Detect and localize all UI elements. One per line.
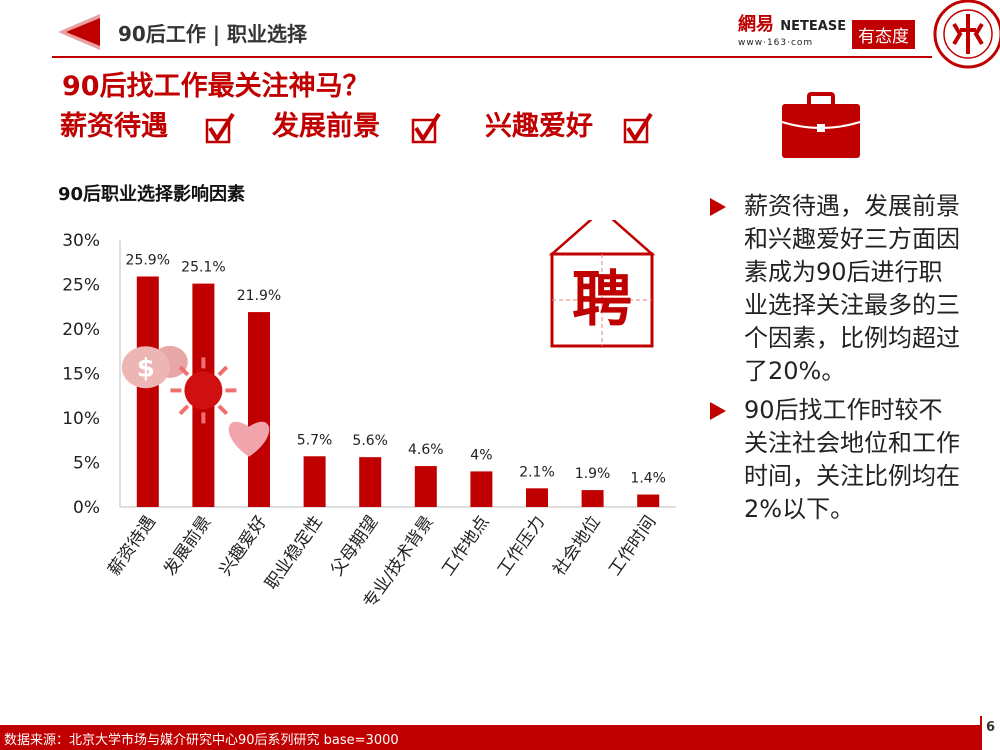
slogan-badge: 有态度 xyxy=(852,20,915,49)
brand-name-cn: 網易 xyxy=(738,14,774,35)
sun-ray xyxy=(217,404,229,416)
data-label: 5.6% xyxy=(352,433,388,449)
brand-name-en: NETEASE xyxy=(780,19,847,34)
header-divider xyxy=(52,56,932,58)
x-tick-label: 兴趣爱好 xyxy=(216,512,271,579)
bar xyxy=(470,471,493,507)
hiring-sign-character: 聘 xyxy=(572,265,632,335)
footer-bar: 数据来源：北京大学市场与媒介研究中心90后系列研究 base=3000 xyxy=(0,725,1000,750)
data-label: 4% xyxy=(470,447,492,463)
bullet-text: 90后找工作时较不关注社会地位和工作时间，关注比例均在2%以下。 xyxy=(744,396,960,523)
dollar-sign-icon: $ xyxy=(137,353,155,383)
bullet-item: 薪资待遇，发展前景和兴趣爱好三方面因素成为90后进行职业选择关注最多的三个因素，… xyxy=(706,190,966,388)
x-tick-label: 薪资待遇 xyxy=(105,512,160,579)
x-tick-label: 工作时间 xyxy=(605,512,660,579)
data-label: 25.9% xyxy=(126,252,170,268)
x-tick-label: 职业稳定性 xyxy=(262,512,327,593)
data-label: 1.4% xyxy=(630,471,666,487)
y-tick-label: 15% xyxy=(62,365,100,385)
page-section-title: 90后工作 | 职业选择 xyxy=(118,22,308,46)
bar xyxy=(248,312,270,507)
bullet-item: 90后找工作时较不关注社会地位和工作时间，关注比例均在2%以下。 xyxy=(706,394,966,526)
checkbox-checked-icon xyxy=(205,112,235,144)
summary-bullets: 薪资待遇，发展前景和兴趣爱好三方面因素成为90后进行职业选择关注最多的三个因素，… xyxy=(706,190,966,532)
x-tick-label: 父母期望 xyxy=(327,512,382,579)
bullet-arrow-icon xyxy=(710,402,726,420)
checkbox-checked-icon xyxy=(411,112,441,144)
bar xyxy=(581,490,604,507)
bar xyxy=(359,457,382,507)
data-label: 25.1% xyxy=(181,260,225,276)
chart-title: 90后职业选择影响因素 xyxy=(58,184,246,205)
university-seal-icon xyxy=(933,0,1000,69)
bar xyxy=(303,456,326,507)
sun-ray xyxy=(178,404,190,416)
y-tick-label: 10% xyxy=(62,409,100,429)
money-bag-icon xyxy=(121,346,170,389)
y-tick-label: 5% xyxy=(73,454,100,474)
x-tick-label: 工作地点 xyxy=(438,512,493,579)
data-label: 5.7% xyxy=(297,432,333,448)
brand-url: www·163·com xyxy=(738,38,814,48)
data-source: 数据来源：北京大学市场与媒介研究中心90后系列研究 base=3000 xyxy=(4,733,399,748)
x-tick-label: 社会地位 xyxy=(549,512,604,579)
bullet-arrow-icon xyxy=(710,198,726,216)
checkbox-checked-icon xyxy=(623,112,653,144)
x-tick-label: 工作压力 xyxy=(494,512,549,579)
heart-icon xyxy=(228,421,270,457)
bar-chart: 0% 5% 10% 15% 20% 25% 30% 25.9% 薪资待遇 25.1% 发展前景 21.… xyxy=(62,220,676,610)
keyword-interest: 兴趣爱好 xyxy=(485,111,593,142)
data-label: 1.9% xyxy=(575,466,611,482)
headline-question: 90后找工作最关注神马？ xyxy=(62,71,370,102)
data-label: 4.6% xyxy=(408,442,444,458)
y-tick-label: 30% xyxy=(62,231,100,251)
keyword-salary: 薪资待遇 xyxy=(60,111,168,142)
header-arrow-icon xyxy=(58,14,100,50)
data-label: 2.1% xyxy=(519,464,555,480)
netease-logo: 網易 NETEASE www·163·com xyxy=(738,10,848,50)
y-tick-label: 20% xyxy=(62,320,100,340)
y-tick-label: 0% xyxy=(73,498,100,518)
keyword-prospects: 发展前景 xyxy=(272,111,380,142)
header-bar xyxy=(0,0,1000,56)
sun-icon xyxy=(184,371,223,410)
bar xyxy=(414,466,437,507)
briefcase-icon xyxy=(781,92,861,158)
page-number: 6 xyxy=(980,716,1000,750)
y-tick-label: 25% xyxy=(62,276,100,296)
bullet-text: 薪资待遇，发展前景和兴趣爱好三方面因素成为90后进行职业选择关注最多的三个因素，… xyxy=(744,192,960,385)
sign-string xyxy=(548,220,656,256)
bar xyxy=(526,488,548,507)
bar xyxy=(136,276,159,507)
sun-ray xyxy=(217,365,229,377)
bar xyxy=(637,494,660,507)
data-label: 21.9% xyxy=(237,288,281,304)
sun-ray xyxy=(178,365,190,377)
x-tick-label: 发展前景 xyxy=(160,512,215,579)
